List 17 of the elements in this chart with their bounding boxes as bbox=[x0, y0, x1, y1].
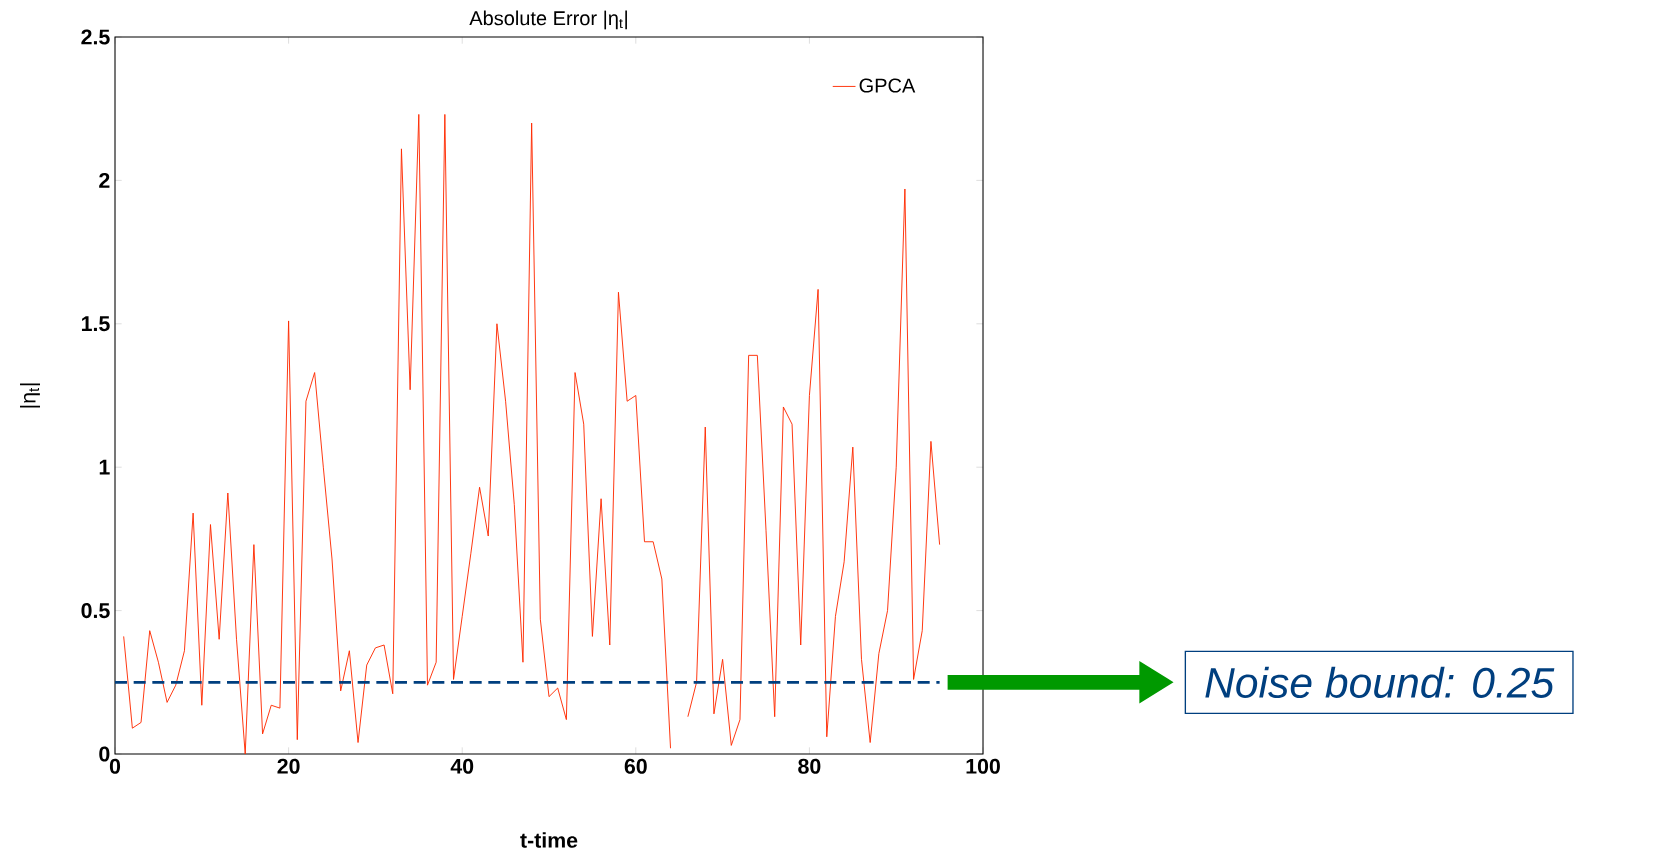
x-tick-label: 60 bbox=[624, 758, 647, 774]
x-tick-label: 100 bbox=[966, 758, 1000, 774]
ref-line-label: Noise bound: 0.25 bbox=[1205, 666, 1555, 698]
y-tick-label: 0.5 bbox=[81, 603, 110, 619]
y-tick-label: 2.5 bbox=[81, 29, 110, 45]
y-tick-label: 0 bbox=[99, 746, 110, 762]
x-axis-title: t-time bbox=[520, 832, 578, 848]
chart-title: Absolute Error |η$_{t}$| bbox=[469, 10, 627, 30]
x-tick-label: 20 bbox=[277, 758, 300, 774]
y-tick-label: 1.5 bbox=[81, 316, 110, 332]
x-tick-label: 0 bbox=[109, 758, 121, 774]
y-axis-title: |η$_{t}$| bbox=[20, 383, 40, 408]
x-tick-label: 80 bbox=[798, 758, 821, 774]
y-tick-label: 1 bbox=[99, 459, 110, 475]
x-tick-label: 40 bbox=[450, 758, 474, 774]
legend-label: GPCA bbox=[859, 78, 916, 93]
y-tick-label: 2 bbox=[99, 172, 110, 188]
